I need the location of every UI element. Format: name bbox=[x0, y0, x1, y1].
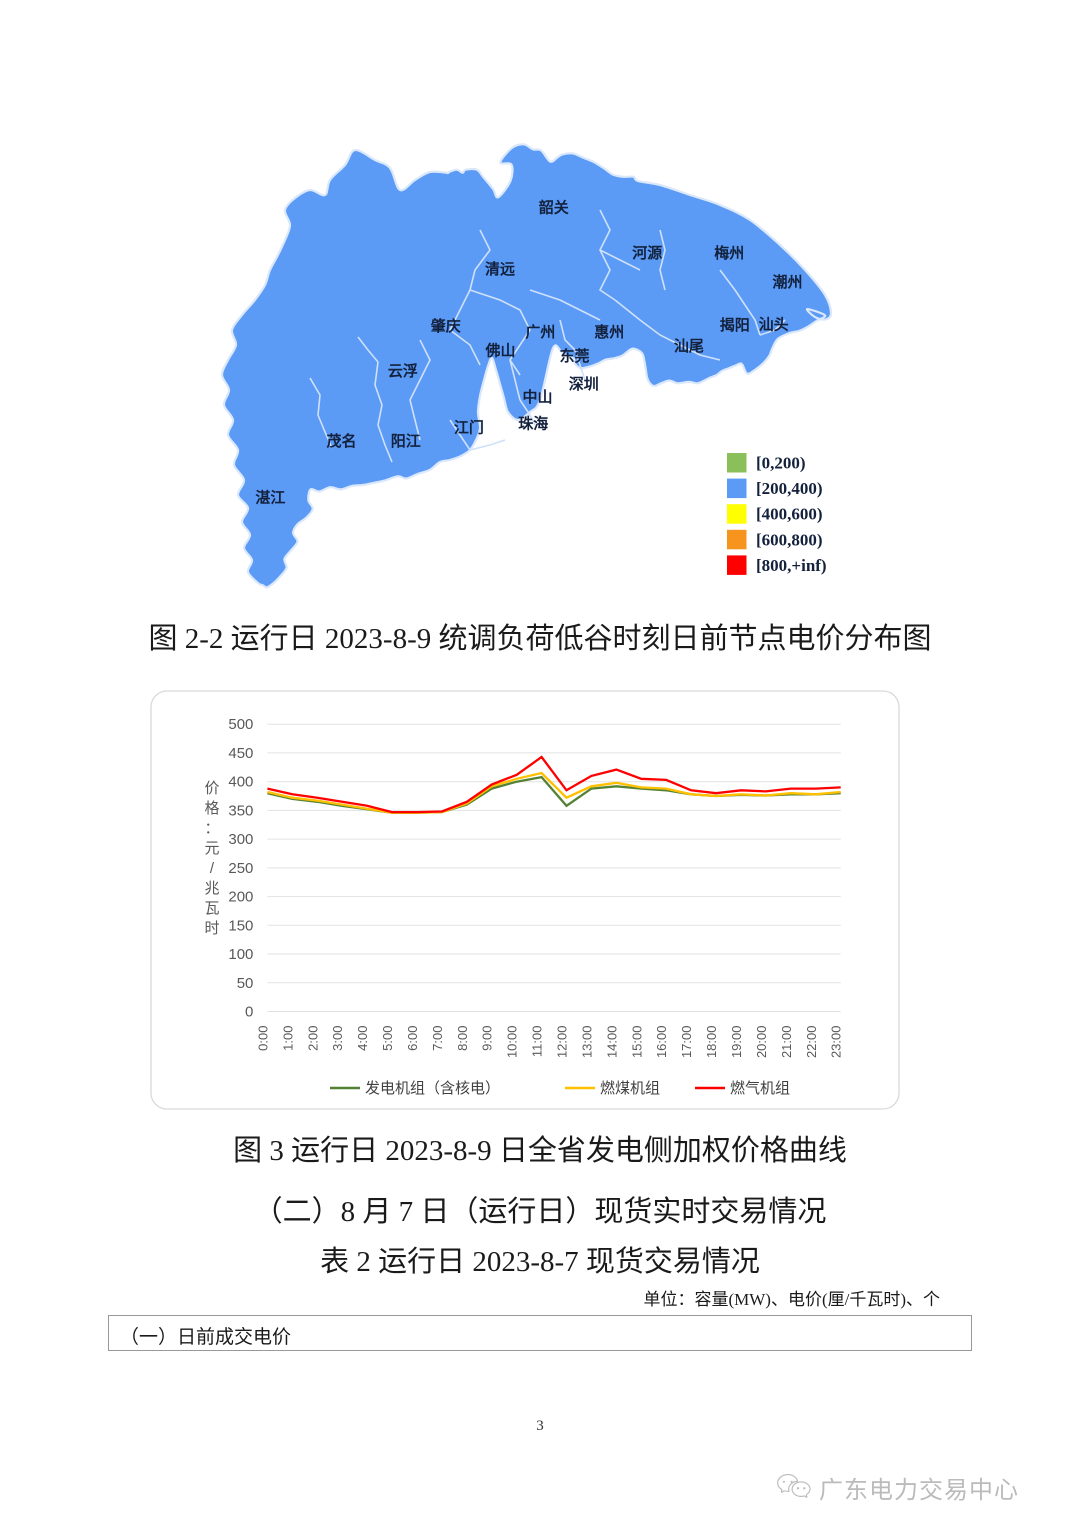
svg-text:燃气机组: 燃气机组 bbox=[730, 1079, 790, 1097]
svg-text:10:00: 10:00 bbox=[505, 1026, 520, 1059]
svg-text:9:00: 9:00 bbox=[480, 1026, 495, 1051]
svg-text:300: 300 bbox=[228, 831, 253, 848]
svg-text:2:00: 2:00 bbox=[305, 1026, 320, 1051]
svg-text:350: 350 bbox=[228, 802, 253, 819]
svg-text:19:00: 19:00 bbox=[729, 1026, 744, 1059]
svg-text:格: 格 bbox=[204, 800, 219, 817]
svg-text:0: 0 bbox=[245, 1004, 253, 1021]
svg-text:500: 500 bbox=[228, 716, 253, 733]
svg-text:瓦: 瓦 bbox=[204, 900, 219, 917]
svg-text:：: ： bbox=[204, 820, 219, 837]
svg-text:18:00: 18:00 bbox=[704, 1026, 719, 1059]
svg-text:13:00: 13:00 bbox=[579, 1026, 594, 1059]
svg-text:0:00: 0:00 bbox=[255, 1026, 270, 1051]
svg-text:7:00: 7:00 bbox=[430, 1026, 445, 1051]
svg-text:6:00: 6:00 bbox=[405, 1026, 420, 1051]
svg-text:16:00: 16:00 bbox=[654, 1026, 669, 1059]
svg-text:元: 元 bbox=[204, 840, 219, 857]
svg-text:时: 时 bbox=[204, 920, 219, 937]
svg-text:100: 100 bbox=[228, 946, 253, 963]
svg-text:1:00: 1:00 bbox=[280, 1026, 295, 1051]
svg-text:17:00: 17:00 bbox=[679, 1026, 694, 1059]
svg-text:3:00: 3:00 bbox=[330, 1026, 345, 1051]
svg-text:21:00: 21:00 bbox=[779, 1026, 794, 1059]
svg-text:20:00: 20:00 bbox=[754, 1026, 769, 1059]
svg-text:150: 150 bbox=[228, 917, 253, 934]
svg-text:22:00: 22:00 bbox=[804, 1026, 819, 1059]
svg-text:12:00: 12:00 bbox=[555, 1026, 570, 1059]
svg-text:8:00: 8:00 bbox=[455, 1026, 470, 1051]
svg-text:15:00: 15:00 bbox=[629, 1026, 644, 1059]
svg-text:50: 50 bbox=[237, 975, 254, 992]
svg-text:燃煤机组: 燃煤机组 bbox=[600, 1079, 660, 1097]
svg-text:价: 价 bbox=[204, 780, 219, 797]
svg-text:发电机组（含核电）: 发电机组（含核电） bbox=[365, 1080, 500, 1097]
svg-text:200: 200 bbox=[228, 889, 253, 906]
svg-text:450: 450 bbox=[228, 745, 253, 762]
svg-text:400: 400 bbox=[228, 774, 253, 791]
svg-text:14:00: 14:00 bbox=[604, 1026, 619, 1059]
svg-text:5:00: 5:00 bbox=[380, 1026, 395, 1051]
svg-text:兆: 兆 bbox=[204, 880, 219, 897]
svg-text:23:00: 23:00 bbox=[829, 1026, 844, 1059]
svg-text:11:00: 11:00 bbox=[530, 1026, 545, 1058]
svg-text:250: 250 bbox=[228, 860, 253, 877]
svg-text:4:00: 4:00 bbox=[355, 1026, 370, 1051]
